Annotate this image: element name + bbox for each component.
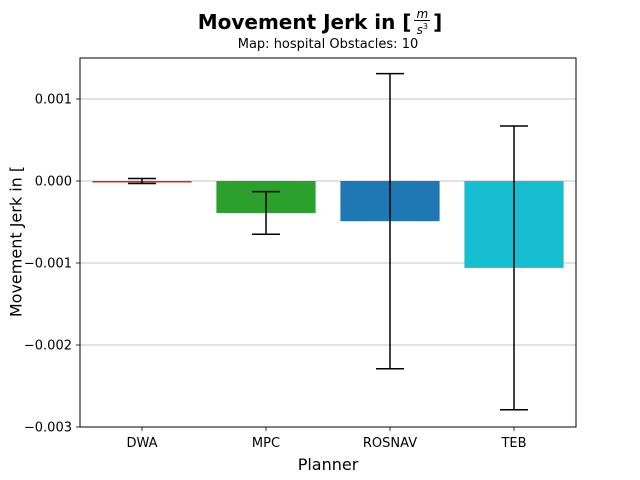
y-tick-label: −0.003 bbox=[24, 421, 72, 436]
x-tick-label: ROSNAV bbox=[363, 436, 417, 451]
title-unit-denominator: s3 bbox=[417, 21, 428, 36]
y-tick-label: 0.001 bbox=[35, 93, 72, 108]
y-axis-label: Movement Jerk in [ bbox=[7, 142, 26, 342]
plot-frame bbox=[79, 57, 577, 428]
x-axis-label: Planner bbox=[297, 455, 359, 474]
y-tick-label: 0.000 bbox=[35, 175, 72, 190]
y-axis-label-text: Movement Jerk in [ bbox=[6, 165, 26, 318]
chart-title-wrap: Movement Jerk in [ m s3 ] bbox=[0, 8, 640, 36]
chart-title-text: Movement Jerk in [ bbox=[197, 10, 412, 34]
y-tick-label: −0.001 bbox=[24, 257, 72, 272]
title-unit-numerator: m bbox=[414, 7, 431, 21]
chart-subtitle: Map: hospital Obstacles: 10 bbox=[237, 37, 419, 52]
title-unit-den-text: s bbox=[416, 23, 423, 37]
x-tick-label: TEB bbox=[500, 436, 526, 451]
x-tick-label: DWA bbox=[126, 436, 157, 451]
chart-title-close: ] bbox=[433, 10, 443, 34]
title-unit-exponent: 3 bbox=[422, 22, 428, 31]
chart-title: Movement Jerk in [ m s3 ] bbox=[198, 8, 443, 36]
title-unit-fraction: m s3 bbox=[414, 7, 431, 36]
x-tick-label: MPC bbox=[252, 436, 280, 451]
y-tick-label: −0.002 bbox=[24, 339, 72, 354]
